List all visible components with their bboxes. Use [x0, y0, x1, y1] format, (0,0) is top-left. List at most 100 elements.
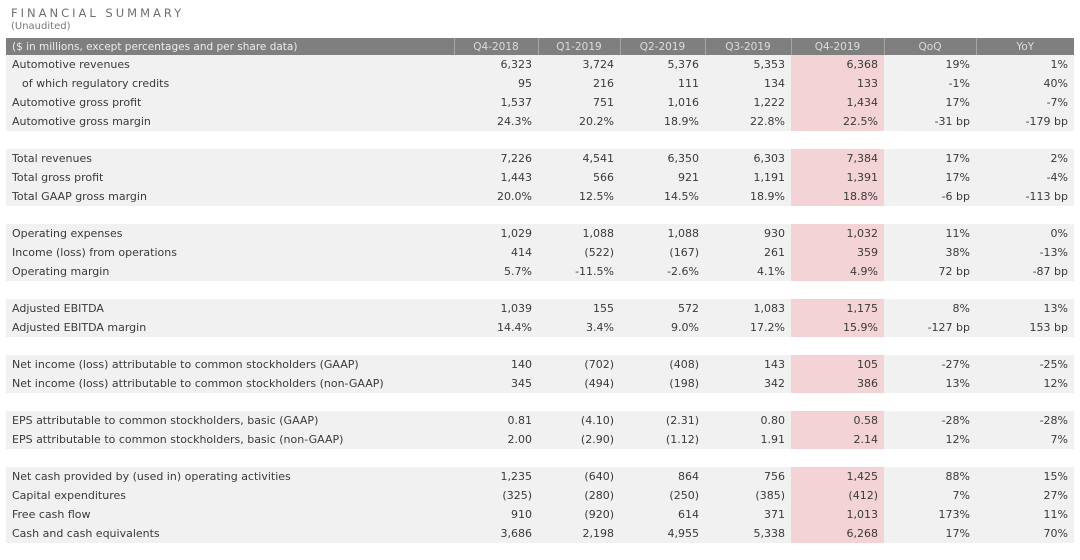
row-label: Total gross profit	[6, 168, 454, 187]
value-cell: 1,235	[454, 467, 538, 486]
value-cell: 0%	[976, 224, 1074, 243]
value-cell: (640)	[538, 467, 620, 486]
value-cell: 12%	[884, 430, 976, 449]
value-cell: 22.8%	[705, 112, 791, 131]
value-cell: 8%	[884, 299, 976, 318]
value-cell: 614	[620, 505, 705, 524]
column-header: Q3-2019	[704, 38, 791, 55]
highlighted-value-cell: 6,268	[791, 524, 884, 543]
highlighted-value-cell: 1,013	[791, 505, 884, 524]
highlighted-value-cell: 1,434	[791, 93, 884, 112]
table-row: Free cash flow 910 (920) 614 371 1,013 173% 11%	[6, 505, 1074, 524]
value-cell: -6 bp	[884, 187, 976, 206]
table-body: Automotive revenues 6,323 3,724 5,376 5,353 6…	[6, 55, 1074, 543]
column-header: Q2-2019	[619, 38, 705, 55]
spacer-cell	[6, 281, 1074, 299]
value-cell: 2.00	[454, 430, 538, 449]
value-cell: (385)	[705, 486, 791, 505]
page-subtitle: (Unaudited)	[11, 21, 71, 32]
highlighted-value-cell: 359	[791, 243, 884, 262]
value-cell: -25%	[976, 355, 1074, 374]
row-label: Total revenues	[6, 149, 454, 168]
highlighted-value-cell: (412)	[791, 486, 884, 505]
value-cell: 342	[705, 374, 791, 393]
value-cell: 18.9%	[705, 187, 791, 206]
value-cell: 4,955	[620, 524, 705, 543]
value-cell: -11.5%	[538, 262, 620, 281]
value-cell: (250)	[620, 486, 705, 505]
group-spacer	[6, 131, 1074, 149]
group-spacer	[6, 337, 1074, 355]
value-cell: 566	[538, 168, 620, 187]
value-cell: 5.7%	[454, 262, 538, 281]
highlighted-value-cell: 1,032	[791, 224, 884, 243]
value-cell: 15%	[976, 467, 1074, 486]
value-cell: (4.10)	[538, 411, 620, 430]
value-cell: 17%	[884, 149, 976, 168]
table-row: EPS attributable to common stockholders,…	[6, 411, 1074, 430]
value-cell: -13%	[976, 243, 1074, 262]
value-cell: -27%	[884, 355, 976, 374]
value-cell: -4%	[976, 168, 1074, 187]
value-cell: 371	[705, 505, 791, 524]
row-label: Cash and cash equivalents	[6, 524, 454, 543]
row-label: Free cash flow	[6, 505, 454, 524]
table-row: Capital expenditures (325) (280) (250) (385)…	[6, 486, 1074, 505]
value-cell: (198)	[620, 374, 705, 393]
table-row: Automotive gross margin 24.3% 20.2% 18.9% 22…	[6, 112, 1074, 131]
value-cell: -2.6%	[620, 262, 705, 281]
table-row: Net cash provided by (used in) operating…	[6, 467, 1074, 486]
column-header: Q4-2019	[790, 38, 884, 55]
value-cell: -179 bp	[976, 112, 1074, 131]
highlighted-value-cell: 22.5%	[791, 112, 884, 131]
row-label: Income (loss) from operations	[6, 243, 454, 262]
value-cell: 1,088	[538, 224, 620, 243]
value-cell: (494)	[538, 374, 620, 393]
value-cell: 6,323	[454, 55, 538, 74]
highlighted-value-cell: 15.9%	[791, 318, 884, 337]
value-cell: 70%	[976, 524, 1074, 543]
value-cell: 2,198	[538, 524, 620, 543]
value-cell: 1%	[976, 55, 1074, 74]
row-label: EPS attributable to common stockholders,…	[6, 411, 454, 430]
value-cell: 1,039	[454, 299, 538, 318]
table-row: Adjusted EBITDA margin 14.4% 3.4% 9.0% 17.2%…	[6, 318, 1074, 337]
row-label: Net cash provided by (used in) operating…	[6, 467, 454, 486]
table-row: Cash and cash equivalents 3,686 2,198 4,955…	[6, 524, 1074, 543]
value-cell: 6,303	[705, 149, 791, 168]
table-row: EPS attributable to common stockholders,…	[6, 430, 1074, 449]
value-cell: 261	[705, 243, 791, 262]
table-row: of which regulatory credits 95 216 111 134 13…	[6, 74, 1074, 93]
value-cell: -113 bp	[976, 187, 1074, 206]
value-cell: 921	[620, 168, 705, 187]
column-header: ($ in millions, except percentages and p…	[6, 38, 454, 55]
highlighted-value-cell: 6,368	[791, 55, 884, 74]
row-label: Automotive gross profit	[6, 93, 454, 112]
table-row: Total GAAP gross margin 20.0% 12.5% 14.5% 18…	[6, 187, 1074, 206]
value-cell: (167)	[620, 243, 705, 262]
value-cell: 143	[705, 355, 791, 374]
value-cell: 4.1%	[705, 262, 791, 281]
value-cell: (1.12)	[620, 430, 705, 449]
value-cell: -7%	[976, 93, 1074, 112]
value-cell: -28%	[976, 411, 1074, 430]
row-label: Adjusted EBITDA	[6, 299, 454, 318]
row-label: Operating margin	[6, 262, 454, 281]
value-cell: 17%	[884, 93, 976, 112]
page-title: FINANCIAL SUMMARY	[11, 6, 185, 20]
value-cell: 930	[705, 224, 791, 243]
value-cell: 5,353	[705, 55, 791, 74]
value-cell: 2%	[976, 149, 1074, 168]
row-label: Net income (loss) attributable to common…	[6, 374, 454, 393]
spacer-cell	[6, 131, 1074, 149]
value-cell: 3,724	[538, 55, 620, 74]
spacer-cell	[6, 393, 1074, 411]
spacer-cell	[6, 449, 1074, 467]
value-cell: (702)	[538, 355, 620, 374]
group-spacer	[6, 449, 1074, 467]
value-cell: -127 bp	[884, 318, 976, 337]
spacer-cell	[6, 337, 1074, 355]
value-cell: 1,016	[620, 93, 705, 112]
table-row: Automotive gross profit 1,537 751 1,016 1,22…	[6, 93, 1074, 112]
